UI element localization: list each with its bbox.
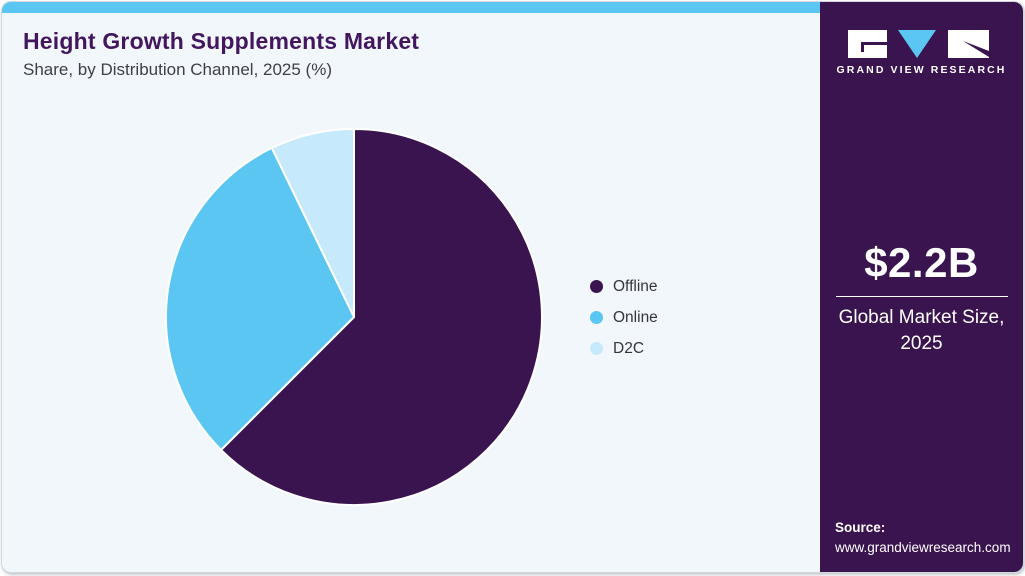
market-size-block: $2.2B Global Market Size, 2025 (820, 239, 1023, 356)
brand-sidebar: GRAND VIEW RESEARCH $2.2B Global Market … (820, 2, 1023, 572)
legend-swatch-icon (590, 311, 603, 324)
source-url: www.grandviewresearch.com (835, 539, 1011, 555)
legend-label: Online (613, 308, 658, 326)
market-size-value: $2.2B (864, 239, 979, 286)
logo-g-stub (861, 42, 864, 52)
pie-slice-online (165, 146, 355, 451)
legend-swatch-icon (590, 280, 603, 293)
logo-r-block (948, 30, 989, 58)
source-block: Source: www.grandviewresearch.com (835, 518, 1011, 557)
logo-g-block (848, 30, 887, 58)
top-accent-bar (2, 2, 820, 13)
logo-r-slash (963, 41, 989, 57)
source-label: Source: (835, 520, 886, 535)
market-size-divider (835, 296, 1008, 297)
chart-panel: Height Growth Supplements Market Share, … (2, 2, 820, 572)
legend-item: Offline (590, 271, 658, 302)
legend: Offline Online D2C (590, 271, 658, 364)
page-subtitle: Share, by Distribution Channel, 2025 (%) (23, 60, 332, 79)
legend-item: D2C (590, 333, 658, 364)
gvr-logo-icon (848, 30, 995, 58)
market-size-label: Global Market Size, 2025 (838, 307, 1005, 354)
legend-label: Offline (613, 277, 658, 295)
legend-label: D2C (613, 339, 645, 357)
logo-g-slot (861, 42, 887, 45)
brand-name: GRAND VIEW RESEARCH (836, 64, 1007, 76)
pie-slice-offline (220, 128, 543, 506)
legend-swatch-icon (590, 342, 603, 355)
page-title: Height Growth Supplements Market (23, 28, 420, 54)
pie-chart (165, 128, 543, 506)
legend-item: Online (590, 302, 658, 333)
logo-v-triangle (898, 30, 936, 58)
pie-slice-d2c (270, 128, 355, 318)
